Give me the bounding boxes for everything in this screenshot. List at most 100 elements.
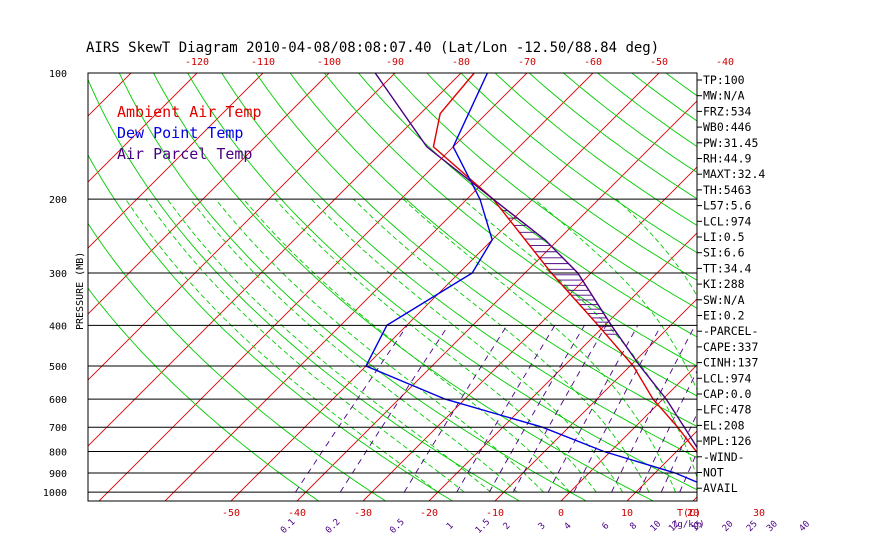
bottom-temp-tick-label: 0 bbox=[558, 508, 564, 519]
mixing-ratio-tick-label: 30 bbox=[765, 519, 780, 534]
bottom-temp-tick-label: 30 bbox=[753, 508, 765, 519]
mixing-ratio-line bbox=[488, 325, 585, 493]
moist-adiabat bbox=[310, 198, 624, 493]
index-label: TT:34.4 bbox=[703, 261, 752, 275]
mixing-ratio-tick-label: 8 bbox=[628, 521, 639, 532]
index-label: MAXT:32.4 bbox=[703, 167, 765, 181]
mixing-ratio-line bbox=[547, 325, 639, 493]
ambient-air-temp-line bbox=[432, 73, 697, 454]
mixing-ratio-tick-label: 1 bbox=[445, 521, 456, 532]
top-temp-tick-label: -120 bbox=[185, 57, 209, 68]
pressure-tick-label: 1000 bbox=[43, 488, 67, 499]
index-label: L57:5.6 bbox=[703, 199, 752, 213]
dry-adiabat bbox=[153, 73, 654, 501]
y-axis-label: PRESSURE (MB) bbox=[75, 252, 86, 330]
isotherm bbox=[362, 166, 697, 501]
moist-adiabat bbox=[616, 198, 697, 297]
index-label: SW:N/A bbox=[703, 293, 745, 307]
x-axis-label: T(C) bbox=[677, 508, 701, 519]
legend: Ambient Air Temp Dew Point Temp Air Parcel… bbox=[117, 103, 262, 163]
index-label: LFC:478 bbox=[703, 403, 752, 417]
bottom-temp-tick-label: 20 bbox=[687, 508, 699, 519]
bottom-temp-tick-label: 10 bbox=[621, 508, 633, 519]
isotherm bbox=[88, 73, 264, 249]
pressure-tick-label: 100 bbox=[49, 69, 67, 80]
dry-adiabat bbox=[597, 73, 697, 148]
dry-adiabat bbox=[392, 73, 697, 309]
mixing-ratio-tick-label: 3 bbox=[537, 521, 548, 532]
pressure-tick-label: 500 bbox=[49, 362, 67, 373]
dry-adiabat bbox=[803, 73, 870, 501]
dry-adiabat bbox=[88, 154, 453, 501]
index-label: -WIND- bbox=[703, 450, 745, 464]
dry-adiabat bbox=[460, 73, 697, 254]
dry-adiabat bbox=[323, 73, 697, 367]
bottom-temp-tick-label: -40 bbox=[288, 508, 306, 519]
cape-hatching bbox=[502, 210, 618, 335]
bottom-temp-tick-label: -20 bbox=[420, 508, 438, 519]
top-temp-tick-label: -40 bbox=[716, 57, 734, 68]
mixing-ratio-tick-label: 0.2 bbox=[324, 517, 343, 536]
mixing-ratio-tick-label: 25 bbox=[745, 519, 760, 534]
mixing-ratio-line bbox=[456, 325, 556, 493]
mixing-ratio-tick-label: 0.5 bbox=[388, 517, 407, 536]
dry-adiabat bbox=[563, 73, 697, 173]
index-label: LCL:974 bbox=[703, 371, 752, 385]
index-label: WB0:446 bbox=[703, 120, 752, 134]
mixing-ratio-tick-label: 1.5 bbox=[474, 517, 493, 536]
isotherm bbox=[88, 73, 396, 381]
pressure-tick-label: 600 bbox=[49, 395, 67, 406]
isotherm bbox=[428, 232, 697, 501]
index-label: CINH:137 bbox=[703, 356, 758, 370]
bottom-temp-tick-label: -10 bbox=[486, 508, 504, 519]
isotherm bbox=[825, 73, 870, 501]
pressure-tick-label: 700 bbox=[49, 423, 67, 434]
index-label: EL:208 bbox=[703, 418, 745, 432]
index-label: NOT bbox=[703, 466, 724, 480]
pressure-tick-label: 800 bbox=[49, 448, 67, 459]
index-label: CAPE:337 bbox=[703, 340, 758, 354]
mixing-ratio-tick-label: 20 bbox=[721, 519, 736, 534]
pressure-tick-label: 300 bbox=[49, 269, 67, 280]
dry-adiabat bbox=[187, 73, 697, 491]
legend-entry: Dew Point Temp bbox=[117, 124, 243, 142]
top-temp-tick-label: -100 bbox=[317, 57, 341, 68]
mixing-ratio-line bbox=[757, 325, 826, 492]
isotherm bbox=[98, 73, 528, 501]
index-label: RH:44.9 bbox=[703, 152, 752, 166]
top-temp-tick-label: -80 bbox=[452, 57, 470, 68]
isotherm bbox=[759, 73, 870, 501]
dry-adiabat bbox=[289, 73, 697, 397]
bottom-temp-tick-label: -30 bbox=[354, 508, 372, 519]
dry-adiabat bbox=[221, 73, 697, 459]
isotherm bbox=[230, 73, 660, 501]
top-temp-tick-label: -50 bbox=[650, 57, 668, 68]
chart-title: AIRS SkewT Diagram 2010-04-08/08:08:07.4… bbox=[86, 40, 659, 56]
moist-adiabat bbox=[860, 199, 870, 492]
moist-adiabat bbox=[402, 198, 676, 493]
mixing-ratio-line bbox=[512, 325, 607, 493]
top-temp-tick-label: -90 bbox=[386, 57, 404, 68]
index-label: PW:31.45 bbox=[703, 136, 758, 150]
index-label: LI:0.5 bbox=[703, 230, 745, 244]
isotherm bbox=[0, 73, 65, 501]
moist-adiabat bbox=[534, 198, 697, 391]
mixing-ratio-line bbox=[809, 325, 870, 492]
pressure-tick-label: 200 bbox=[49, 195, 67, 206]
index-label: TP:100 bbox=[703, 73, 745, 87]
top-temp-tick-label: -110 bbox=[251, 57, 275, 68]
moist-adiabat bbox=[166, 198, 491, 493]
index-label: MW:N/A bbox=[703, 89, 745, 103]
index-label: -PARCEL- bbox=[703, 324, 758, 338]
dry-adiabat bbox=[118, 73, 587, 501]
dry-adiabat bbox=[494, 73, 697, 226]
legend-entry: Ambient Air Temp bbox=[117, 103, 262, 121]
plot-frame bbox=[87, 72, 698, 502]
dry-adiabat bbox=[88, 222, 386, 501]
dry-adiabat bbox=[528, 73, 697, 200]
moist-adiabat bbox=[774, 199, 807, 492]
index-label: EI:0.2 bbox=[703, 309, 745, 323]
index-label: FRZ:534 bbox=[703, 104, 752, 118]
moist-adiabat bbox=[190, 198, 518, 493]
